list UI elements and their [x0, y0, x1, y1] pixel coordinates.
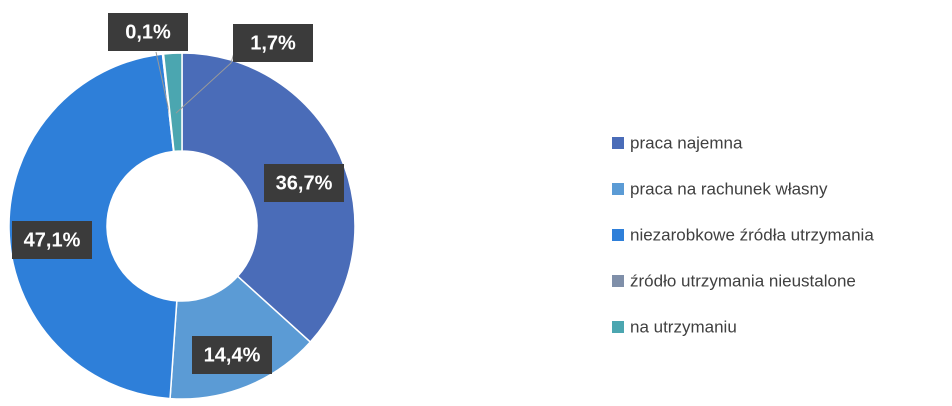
label-box: [233, 24, 313, 62]
legend-swatch: [612, 275, 624, 287]
leader-line: [155, 51, 171, 114]
data-label: 47,1%: [24, 229, 81, 251]
legend-label: niezarobkowe źródła utrzymania: [630, 225, 874, 244]
label-box: [108, 13, 188, 51]
data-label: 1,7%: [250, 32, 296, 54]
legend-swatch: [612, 183, 624, 195]
legend-swatch: [612, 229, 624, 241]
legend-label: źródło utrzymania nieustalone: [630, 271, 856, 290]
label-box: [264, 164, 344, 202]
data-label: 14,4%: [204, 344, 261, 366]
data-label: 36,7%: [276, 172, 333, 194]
donut-slice: [162, 52, 183, 153]
data-label: 0,1%: [125, 21, 171, 43]
label-box: [192, 336, 272, 374]
legend-label: praca na rachunek własny: [630, 179, 828, 198]
legend-label: na utrzymaniu: [630, 317, 737, 336]
donut-slice: [8, 53, 178, 400]
legend-label: praca najemna: [630, 133, 743, 152]
legend-swatch: [612, 321, 624, 333]
label-box: [12, 221, 92, 259]
legend-swatch: [612, 137, 624, 149]
